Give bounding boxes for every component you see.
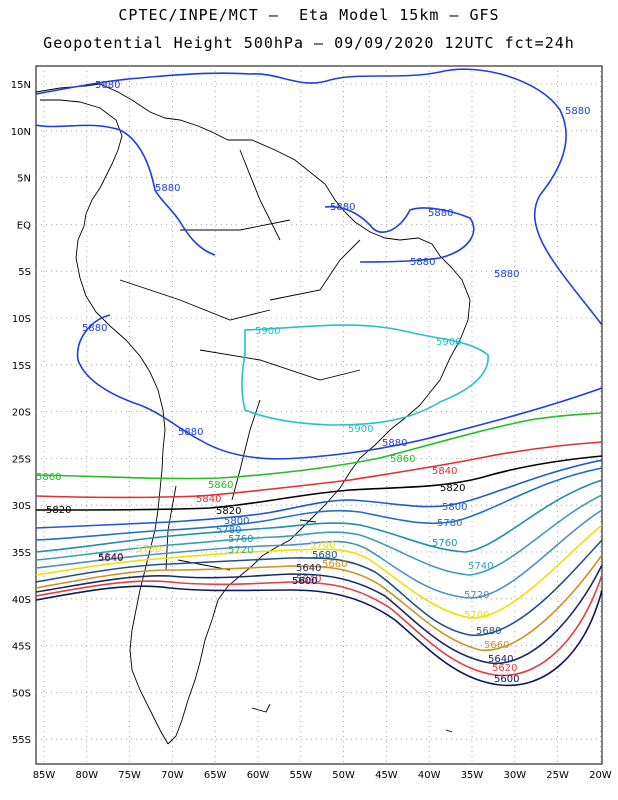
lat-tick-label: 5N — [17, 174, 31, 185]
contour-label: 5880 — [428, 208, 453, 219]
contour-label: 5620 — [492, 663, 517, 674]
contour-5880 — [36, 68, 602, 460]
latitude-labels: 15N 10N 5N EQ 5S 10S 15S 20S 25S 30S 35S 40S 45S 50S 5… — [11, 80, 31, 746]
lon-tick-label: 20W — [589, 770, 612, 781]
contour-label: 5740 — [468, 561, 493, 572]
contour-label: 5600 — [292, 576, 317, 587]
contour-label: 5900 — [255, 326, 280, 337]
lat-tick-label: 10S — [12, 314, 31, 325]
contour-label: 5840 — [98, 552, 123, 563]
lon-tick-label: 60W — [247, 770, 270, 781]
contour-label: 5880 — [155, 183, 180, 194]
contour-label: 5640 — [296, 563, 321, 574]
lat-tick-label: 30S — [12, 501, 31, 512]
contour-label: 5760 — [432, 538, 457, 549]
lat-tick-label: 20S — [12, 408, 31, 419]
contour-label: 5700 — [136, 544, 161, 555]
lat-tick-label: 35S — [12, 548, 31, 559]
lat-tick-label: 50S — [12, 688, 31, 699]
contour-label: 5880 — [330, 202, 355, 213]
contour-label: 5680 — [476, 626, 501, 637]
contour-label: 5880 — [382, 438, 407, 449]
lon-tick-label: 65W — [204, 770, 227, 781]
lat-tick-label: 5S — [18, 267, 31, 278]
contour-label: 5800 — [224, 516, 249, 527]
contour-label: 5820 — [440, 483, 465, 494]
contour-label: 5640 — [488, 654, 513, 665]
contour-label: 5880 — [95, 80, 120, 91]
contour-label: 5780 — [437, 518, 462, 529]
lon-tick-label: 80W — [75, 770, 98, 781]
contour-band — [36, 412, 602, 687]
contour-label: 5640 — [98, 553, 123, 564]
contour-label: 5860 — [390, 454, 415, 465]
lon-tick-label: 70W — [161, 770, 184, 781]
contour-label: 5660 — [484, 640, 509, 651]
contour-label: 5760 — [228, 534, 253, 545]
chart-title: CPTEC/INPE/MCT – Eta Model 15km – GFS — [118, 6, 500, 24]
contour-label: 5840 — [296, 574, 321, 585]
contour-label: 5680 — [312, 550, 337, 561]
contour-label: 5700 — [464, 610, 489, 621]
contour-labels: 5880 5880 5880 5880 5880 5880 5880 5880 … — [36, 80, 590, 685]
lon-tick-label: 45W — [375, 770, 398, 781]
contour-label: 5880 — [494, 269, 519, 280]
lat-tick-label: 45S — [12, 642, 31, 653]
contour-label: 5820 — [46, 505, 71, 516]
lon-tick-label: 25W — [546, 770, 569, 781]
lat-tick-label: 15S — [12, 361, 31, 372]
contour-label: 5900 — [436, 337, 461, 348]
contour-label: 5700 — [310, 540, 335, 551]
lon-tick-label: 85W — [33, 770, 56, 781]
chart-subtitle: Geopotential Height 500hPa – 09/09/2020 … — [43, 34, 575, 52]
contour-label: 5660 — [322, 559, 347, 570]
contour-label: 5720 — [228, 545, 253, 556]
contour-label: 5880 — [565, 106, 590, 117]
contour-label: 5840 — [196, 494, 221, 505]
lat-tick-label: 10N — [11, 127, 31, 138]
longitude-labels: 85W 80W 75W 70W 65W 60W 55W 50W 45W 40W 35W 30W 25W 2… — [33, 770, 612, 781]
lat-tick-label: 15N — [11, 80, 31, 91]
lon-tick-label: 75W — [118, 770, 141, 781]
contour-label: 5880 — [82, 323, 107, 334]
contour-label: 5800 — [292, 576, 317, 587]
contour-label: 5820 — [216, 506, 241, 517]
contour-label: 5780 — [216, 525, 241, 536]
lat-tick-label: EQ — [17, 220, 31, 231]
lon-tick-label: 55W — [289, 770, 312, 781]
contour-label: 5720 — [464, 590, 489, 601]
lon-tick-label: 30W — [503, 770, 526, 781]
contour-label: 5880 — [410, 257, 435, 268]
contour-label: 5840 — [432, 466, 457, 477]
contour-label: 5900 — [348, 424, 373, 435]
lon-tick-label: 50W — [332, 770, 355, 781]
lat-tick-label: 25S — [12, 454, 31, 465]
contour-label: 5880 — [178, 427, 203, 438]
contour-label: 5860 — [36, 472, 61, 483]
lat-tick-label: 55S — [12, 735, 31, 746]
lon-tick-label: 35W — [461, 770, 484, 781]
contour-label: 5600 — [494, 674, 519, 685]
lon-tick-label: 40W — [418, 770, 441, 781]
contour-label: 5860 — [208, 480, 233, 491]
contour-label: 5800 — [442, 502, 467, 513]
contour-5900 — [241, 324, 489, 426]
lat-tick-label: 40S — [12, 595, 31, 606]
